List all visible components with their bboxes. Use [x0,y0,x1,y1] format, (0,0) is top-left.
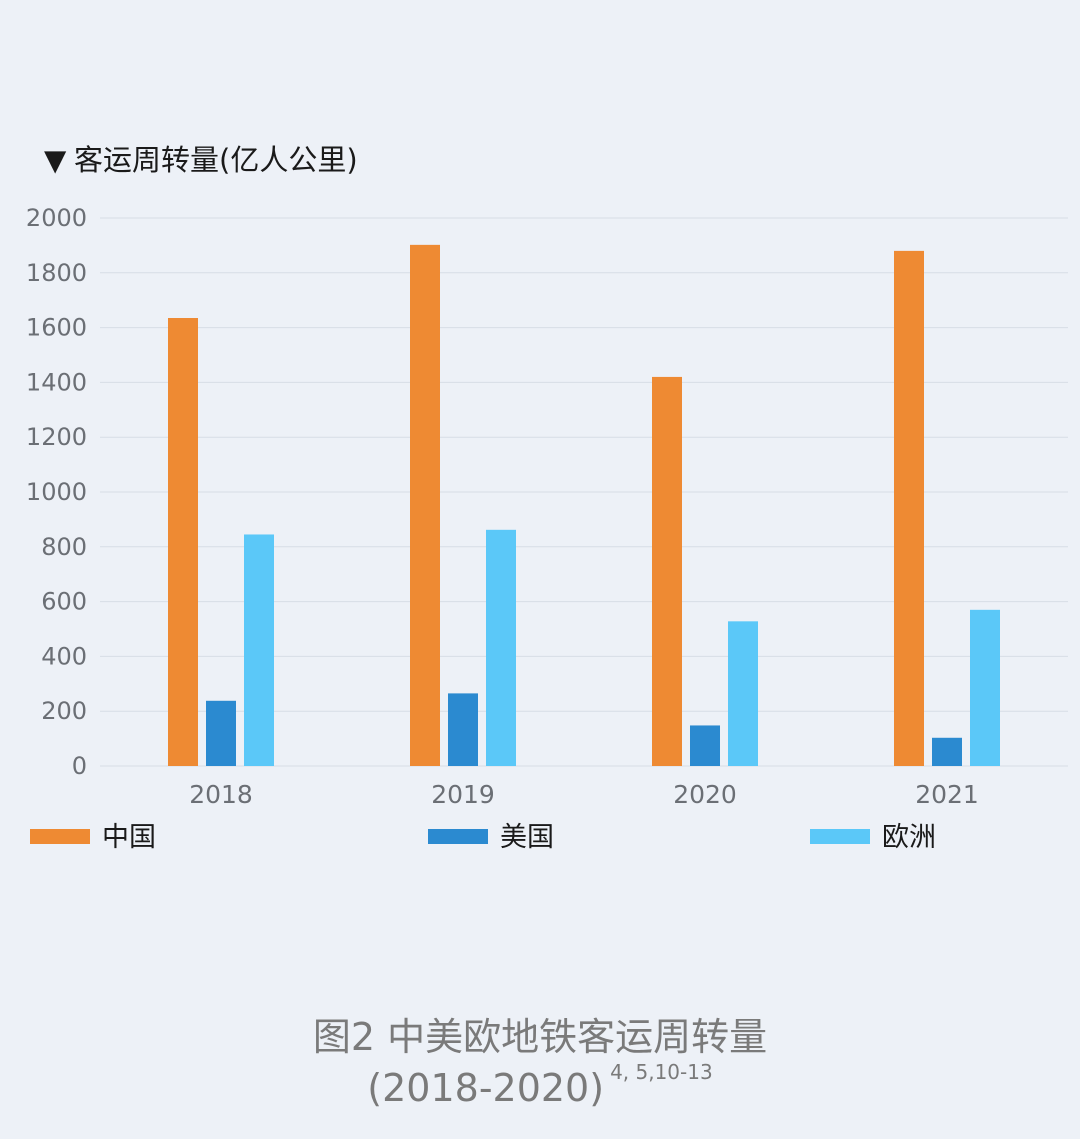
bars [168,244,1000,767]
x-tick-label: 2021 [915,780,979,809]
bar-中国-2020 [652,376,682,766]
caption-references: 4, 5,10-13 [610,1060,713,1084]
legend-swatch [428,829,488,844]
bar-中国-2018 [168,318,198,766]
bar-美国-2018 [206,700,236,766]
y-tick-label: 1600 [26,314,87,342]
y-tick-label: 1800 [26,259,87,287]
bar-美国-2020 [690,725,720,766]
bar-欧洲-2019 [486,529,516,766]
y-tick-label: 1000 [26,478,87,506]
bar-欧洲-2021 [970,609,1000,766]
caption-years: (2018-2020) [367,1066,605,1110]
x-tick-label: 2020 [673,780,737,809]
y-tick-label: 0 [72,752,87,780]
legend-label: 中国 [102,822,156,853]
bar-chart: ▼ 客运周转量(亿人公里) 0 200 400 600 800 1000 1200 1400 1… [26,143,1068,853]
figure-caption-years: (2018-2020) 4, 5,10-13 [0,1060,1080,1110]
y-axis-label: 客运周转量(亿人公里) [74,143,358,177]
bar-欧洲-2018 [244,534,274,766]
legend-label: 欧洲 [882,822,936,853]
bar-美国-2021 [932,737,962,766]
x-tick-label: 2018 [189,780,253,809]
y-tick-label: 200 [41,697,87,725]
bar-美国-2019 [448,693,478,766]
figure-caption-title: 图2 中美欧地铁客运周转量 [312,1015,768,1059]
bar-中国-2021 [894,250,924,766]
y-tick-label: 400 [41,642,87,670]
legend: 中国 美国 欧洲 [30,822,936,853]
x-axis-ticks: 2018 2019 2020 2021 [189,780,979,809]
legend-swatch [810,829,870,844]
legend-label: 美国 [500,822,554,853]
y-tick-label: 600 [41,588,87,616]
y-tick-label: 1200 [26,423,87,451]
y-tick-label: 800 [41,533,87,561]
x-tick-label: 2019 [431,780,495,809]
legend-swatch [30,829,90,844]
y-axis-marker: ▼ [44,143,67,177]
y-tick-label: 1400 [26,368,87,396]
y-tick-label: 2000 [26,204,87,232]
bar-中国-2019 [410,244,440,767]
bar-欧洲-2020 [728,621,758,766]
y-axis-ticks: 0 200 400 600 800 1000 1200 1400 1600 1800 2000 [26,204,87,780]
